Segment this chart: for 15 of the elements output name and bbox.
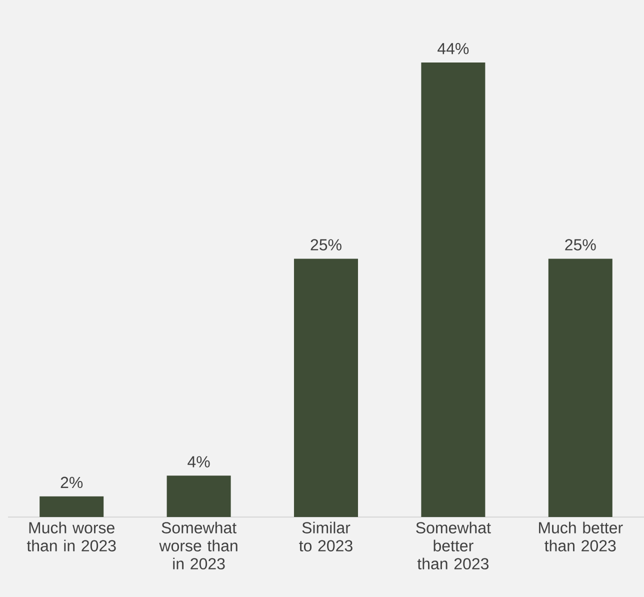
data-label: 2% [60, 476, 83, 488]
x-tick-label: Similar to 2023 [299, 522, 352, 552]
bar [166, 476, 231, 517]
x-tick-label: Somewhat worse than in 2023 [159, 522, 238, 570]
data-label: 25% [310, 239, 342, 250]
data-label: 4% [188, 456, 210, 468]
data-label: 44% [438, 42, 469, 54]
data-label: 25% [565, 239, 596, 250]
x-tick-label: Much better than 2023 [539, 522, 623, 552]
bar [294, 258, 358, 517]
bar [421, 62, 486, 517]
x-tick-label: Somewhat better than 2023 [416, 522, 491, 570]
bar [548, 258, 612, 517]
x-tick-label: Much worse than in 2023 [26, 522, 116, 552]
bar [40, 496, 104, 517]
